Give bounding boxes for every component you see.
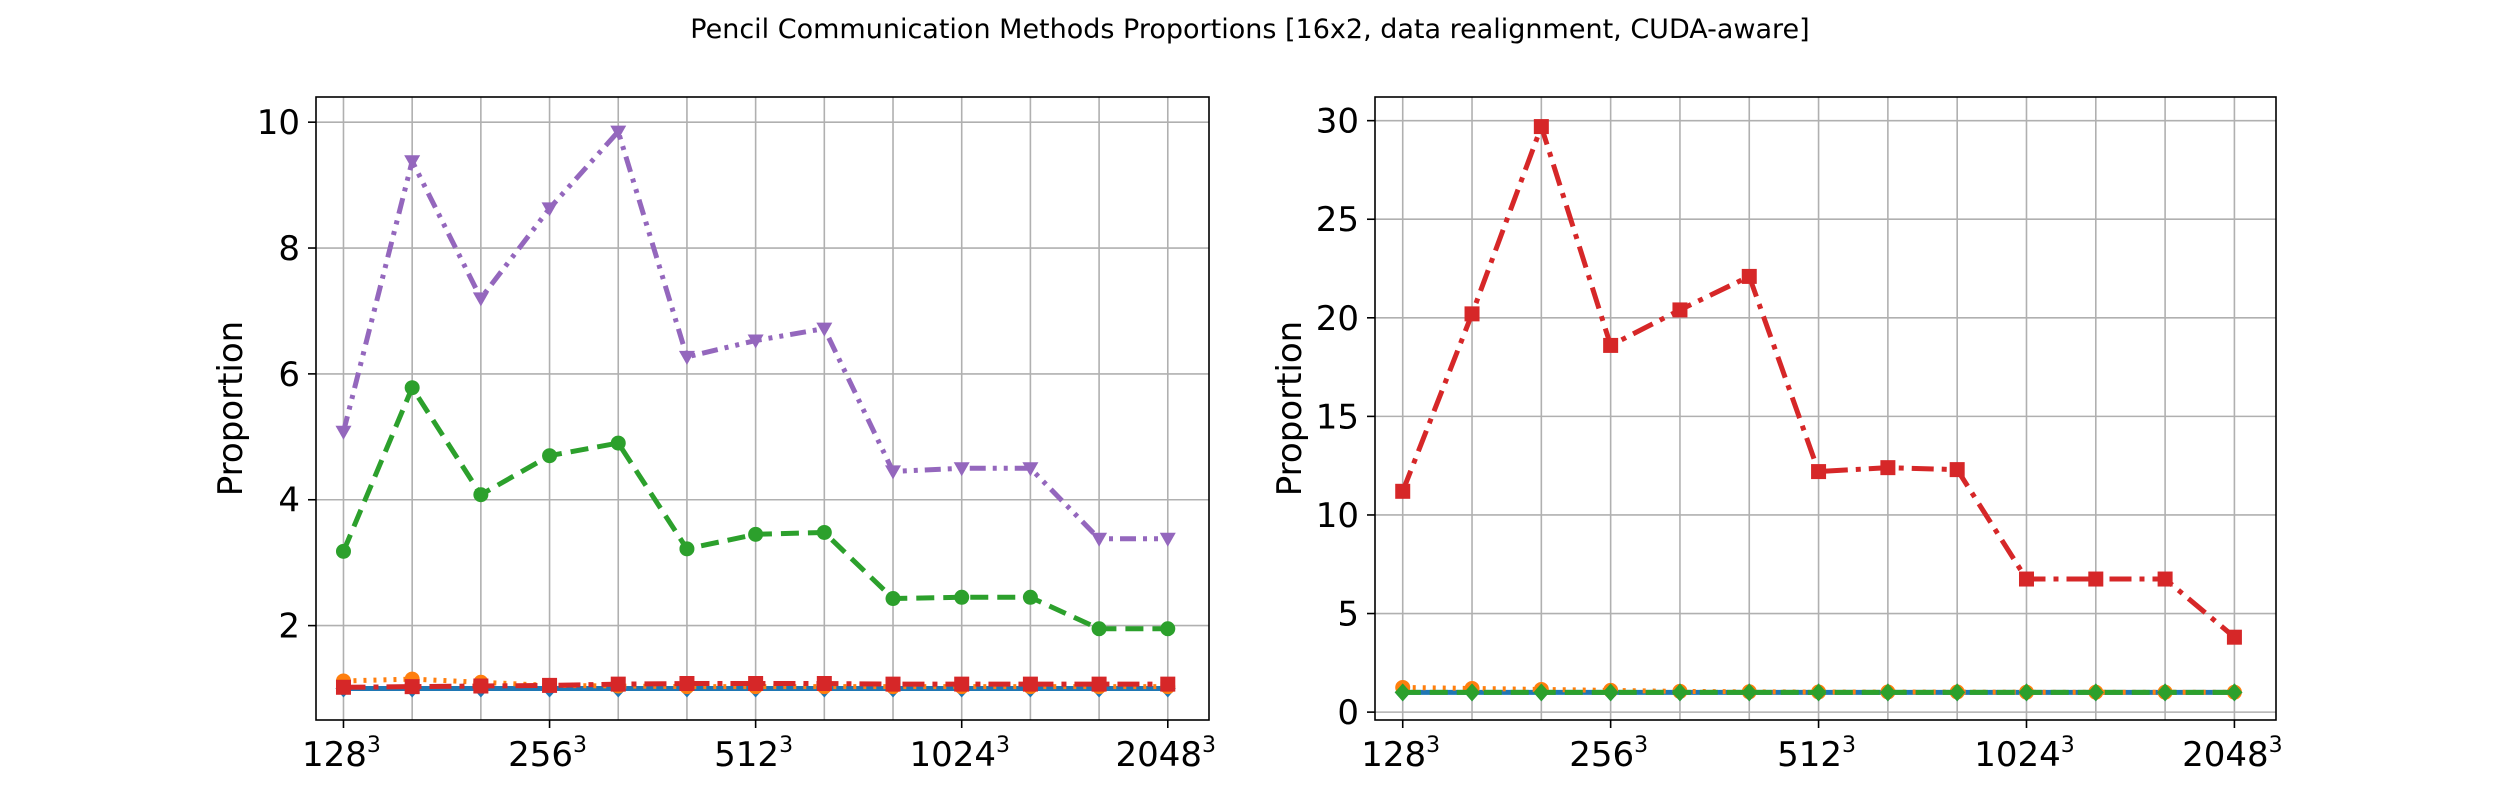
y-tick-label: 20	[1316, 299, 1359, 339]
x-tick-label: 5123	[1777, 733, 1856, 775]
data-point-3	[1091, 621, 1107, 637]
data-point-3	[1603, 337, 1619, 353]
plot-frame	[315, 96, 1210, 721]
data-point-3	[404, 380, 420, 396]
data-point-4	[1949, 683, 1966, 702]
data-point-5	[953, 462, 970, 477]
chart-panel-1: 2 4 6 8 10 1283 2563 5123 10243 20483 Proportion	[211, 96, 1217, 775]
data-point-4	[1879, 683, 1896, 702]
data-point-5	[1091, 532, 1108, 547]
data-point-4	[2018, 683, 2035, 702]
data-point-4	[885, 676, 901, 692]
figure-title: Pencil Communication Methods Proportions…	[690, 14, 1810, 45]
data-point-4	[335, 679, 351, 695]
data-point-4	[1022, 676, 1038, 692]
data-point-4	[2226, 683, 2243, 702]
data-point-3	[1533, 119, 1549, 135]
data-point-4	[679, 676, 695, 692]
x-tick-label: 1283	[1361, 733, 1440, 775]
data-point-3	[542, 448, 558, 464]
x-tick-label: 10243	[909, 733, 1010, 775]
y-axis-label: Proportion	[211, 321, 251, 496]
data-point-5	[885, 465, 902, 480]
data-point-3	[2157, 571, 2173, 587]
y-tick-label: 10	[1316, 496, 1359, 536]
data-point-4	[404, 679, 420, 695]
data-point-3	[954, 589, 970, 605]
x-tick-label: 2563	[1569, 733, 1648, 775]
x-tick-label: 5123	[714, 733, 793, 775]
data-point-3	[1741, 268, 1757, 284]
chart-panel-2: 0 5 10 15 20 25 30 1283 2563 5123 10243 20483 Propor…	[1270, 96, 2283, 775]
data-point-3	[335, 543, 351, 559]
data-point-3	[473, 487, 489, 503]
data-point-3	[1464, 306, 1480, 322]
x-tick-label: 20483	[2182, 733, 2283, 775]
data-point-4	[816, 676, 832, 692]
y-tick-label: 0	[1337, 693, 1359, 733]
data-point-4	[1741, 683, 1758, 702]
y-tick-label: 10	[257, 103, 300, 143]
data-point-3	[1022, 589, 1038, 605]
data-point-4	[954, 676, 970, 692]
data-point-4	[1602, 683, 1619, 702]
y-tick-label: 15	[1316, 397, 1359, 437]
x-tick-label: 2563	[508, 733, 587, 775]
data-point-4	[1091, 676, 1107, 692]
data-point-3	[610, 435, 626, 451]
data-point-5	[610, 125, 627, 140]
data-point-5	[678, 350, 695, 365]
data-point-4	[1810, 683, 1827, 702]
y-tick-label: 2	[278, 607, 300, 647]
data-point-4	[2087, 683, 2104, 702]
y-tick-label: 25	[1316, 200, 1359, 240]
data-point-3	[1160, 621, 1176, 637]
data-point-5	[1159, 532, 1176, 547]
data-point-5	[541, 202, 558, 217]
data-point-3	[1395, 483, 1411, 499]
y-tick-label: 6	[278, 355, 300, 395]
data-point-3	[1880, 460, 1896, 476]
data-point-3	[2018, 571, 2034, 587]
x-tick-label: 1283	[302, 733, 381, 775]
data-point-5	[747, 334, 764, 349]
data-point-3	[2088, 571, 2104, 587]
y-tick-label: 8	[278, 229, 300, 269]
data-point-3	[679, 541, 695, 557]
data-point-5	[404, 155, 421, 170]
data-point-5	[816, 322, 833, 337]
data-point-3	[885, 591, 901, 607]
data-point-4	[748, 676, 764, 692]
y-tick-label: 5	[1337, 595, 1359, 635]
data-point-5	[472, 292, 489, 307]
data-point-4	[1394, 683, 1411, 702]
data-point-4	[1464, 683, 1481, 702]
data-point-3	[1672, 302, 1688, 318]
data-point-5	[335, 425, 352, 440]
y-tick-label: 30	[1316, 102, 1359, 142]
x-tick-label: 20483	[1116, 733, 1217, 775]
y-axis-label: Proportion	[1270, 321, 1310, 496]
data-point-4	[473, 678, 489, 694]
data-point-4	[542, 677, 558, 693]
data-point-5	[1022, 462, 1039, 477]
plot-frame	[1374, 96, 2277, 721]
y-tick-label: 4	[278, 481, 300, 521]
data-point-4	[1160, 676, 1176, 692]
data-point-3	[1949, 462, 1965, 478]
data-point-4	[610, 676, 626, 692]
data-point-4	[1533, 683, 1550, 702]
data-point-3	[816, 524, 832, 540]
data-point-3	[748, 526, 764, 542]
data-point-3	[2226, 629, 2242, 645]
data-point-4	[2157, 683, 2174, 702]
data-point-3	[1811, 464, 1827, 480]
data-point-4	[1671, 683, 1688, 702]
x-tick-label: 10243	[1974, 733, 2075, 775]
